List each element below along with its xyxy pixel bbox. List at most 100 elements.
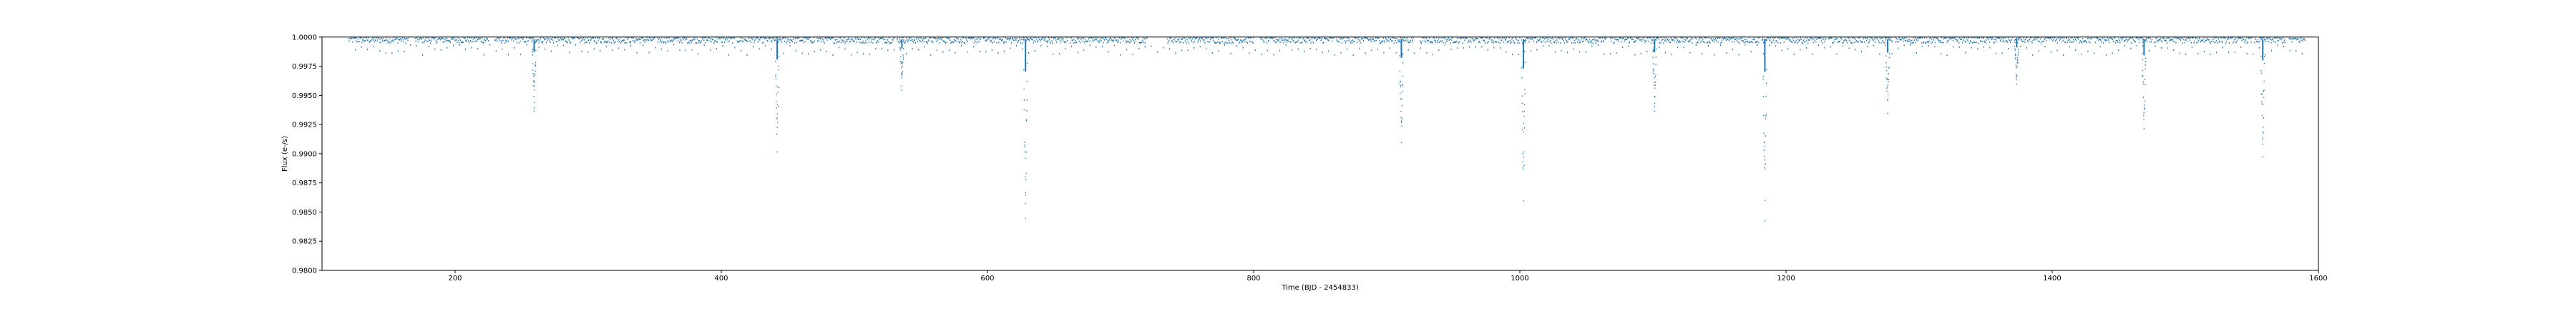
- flux-point: [1307, 36, 1308, 39]
- flux-point: [769, 37, 771, 39]
- flux-point: [1499, 42, 1501, 44]
- flux-point: [527, 40, 529, 42]
- transit-point: [1026, 62, 1028, 64]
- flux-point: [2017, 41, 2019, 44]
- flux-point: [666, 37, 668, 39]
- flux-point: [1933, 36, 1935, 39]
- flux-point: [2142, 45, 2144, 47]
- flux-point: [1075, 41, 1077, 44]
- flux-point: [703, 39, 705, 41]
- flux-point: [1649, 36, 1650, 39]
- transit-point: [1762, 39, 1764, 41]
- flux-point: [1015, 44, 1018, 46]
- flux-point: [879, 38, 880, 40]
- flux-point: [1724, 36, 1726, 39]
- flux-point: [1351, 40, 1352, 42]
- flux-point: [2129, 36, 2131, 39]
- flux-point: [812, 41, 814, 43]
- flux-point: [781, 41, 783, 43]
- flux-point: [582, 39, 584, 41]
- flux-point: [1591, 41, 1593, 44]
- flux-point: [1113, 39, 1115, 41]
- transit-point: [2261, 94, 2263, 95]
- transit-point: [1888, 73, 1889, 74]
- transit-point: [533, 89, 535, 91]
- flux-point: [1186, 39, 1188, 41]
- flux-point: [990, 41, 992, 43]
- flux-point: [1918, 36, 1920, 39]
- flux-point: [1342, 36, 1345, 39]
- flux-point: [2238, 37, 2240, 39]
- flux-point: [1903, 36, 1906, 39]
- flux-point: [782, 36, 784, 39]
- flux-point: [623, 39, 624, 41]
- flux-point: [615, 41, 616, 43]
- flux-point: [1852, 37, 1853, 39]
- flux-point: [1104, 39, 1106, 41]
- flux-point: [1011, 38, 1013, 39]
- transit-point: [2014, 49, 2016, 52]
- flux-point: [909, 39, 911, 41]
- flux-point: [617, 38, 618, 39]
- flux-point: [2055, 40, 2057, 41]
- transit-minimum-point: [1654, 110, 1655, 112]
- flux-point: [2220, 36, 2222, 39]
- flux-point: [1868, 41, 1869, 44]
- transit-point: [1888, 67, 1890, 69]
- flux-point: [1485, 36, 1488, 39]
- flux-point: [2051, 36, 2053, 39]
- flux-point: [996, 41, 997, 44]
- flux-point: [1188, 36, 1189, 39]
- transit-point: [901, 67, 902, 69]
- flux-point: [1317, 38, 1318, 40]
- flux-point: [2190, 36, 2192, 39]
- flux-point: [1524, 50, 1526, 52]
- flux-point: [1637, 38, 1639, 40]
- flux-point: [1516, 42, 1518, 44]
- flux-point: [548, 38, 550, 40]
- flux-point: [814, 51, 815, 53]
- flux-point: [1310, 42, 1312, 44]
- flux-point: [756, 36, 757, 39]
- flux-point: [1585, 39, 1586, 41]
- flux-point: [2084, 41, 2086, 43]
- flux-point: [1635, 40, 1636, 42]
- flux-point: [1064, 41, 1065, 44]
- flux-point: [722, 45, 723, 47]
- flux-point: [608, 36, 610, 39]
- flux-point: [1050, 36, 1052, 39]
- flux-point: [635, 38, 637, 39]
- flux-point: [581, 50, 582, 52]
- flux-point: [2198, 39, 2200, 41]
- flux-point: [597, 39, 599, 41]
- flux-point: [2246, 42, 2248, 44]
- flux-point: [563, 37, 565, 39]
- flux-point: [1647, 40, 1649, 42]
- flux-point: [1871, 36, 1873, 39]
- flux-point: [1745, 39, 1747, 41]
- flux-point: [499, 39, 500, 41]
- flux-point: [1717, 41, 1719, 44]
- flux-point: [646, 39, 648, 41]
- flux-point: [754, 39, 756, 41]
- flux-point: [1383, 52, 1385, 54]
- flux-point: [1281, 40, 1282, 42]
- flux-point: [1846, 39, 1848, 41]
- flux-point: [1440, 40, 1441, 42]
- flux-point: [1060, 36, 1062, 39]
- flux-point: [1574, 39, 1575, 41]
- transit-point: [2145, 57, 2147, 59]
- flux-point: [504, 42, 506, 44]
- flux-point: [837, 41, 839, 43]
- flux-point: [1057, 39, 1058, 40]
- transit-point: [1402, 85, 1403, 87]
- transit-point: [2016, 62, 2018, 64]
- flux-point: [452, 44, 454, 46]
- flux-point: [1331, 36, 1332, 39]
- flux-point: [2118, 49, 2119, 52]
- flux-point: [1433, 37, 1435, 39]
- flux-point: [592, 36, 594, 39]
- flux-point: [844, 42, 846, 44]
- flux-point: [668, 41, 670, 43]
- y-tick-label: 1.0000: [292, 34, 317, 41]
